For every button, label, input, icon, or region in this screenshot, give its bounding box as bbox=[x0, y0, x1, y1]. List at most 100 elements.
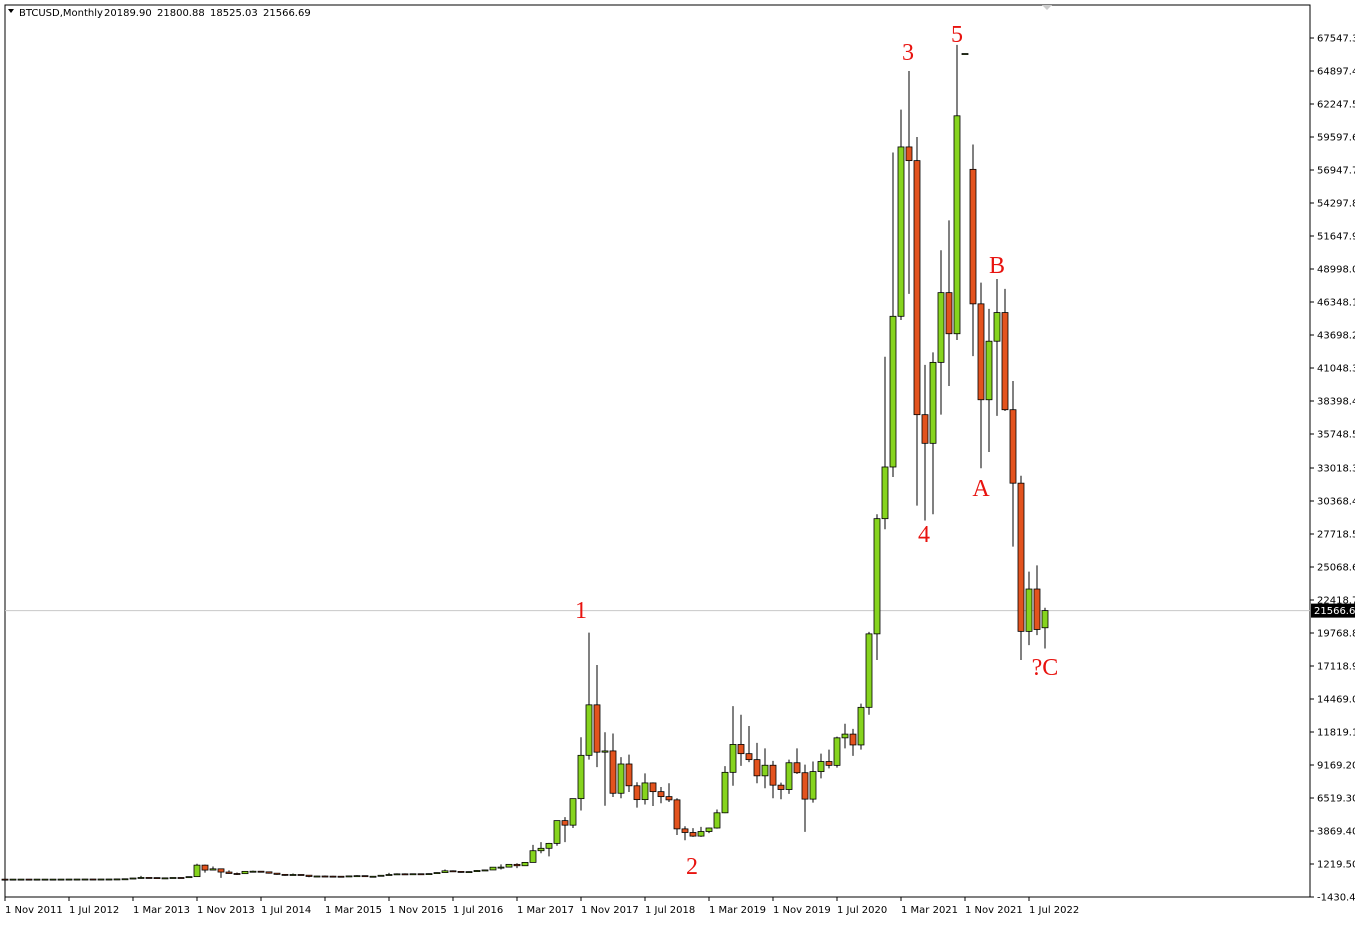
candle-body bbox=[809, 771, 817, 800]
candle-body bbox=[289, 874, 297, 876]
candle-body bbox=[865, 633, 873, 708]
candle-body bbox=[585, 704, 593, 756]
candle-body bbox=[465, 871, 473, 874]
wave-label: ?C bbox=[1032, 655, 1059, 681]
candle-body bbox=[913, 160, 921, 416]
candle-body bbox=[369, 875, 377, 878]
candle-body bbox=[89, 878, 97, 881]
candle-body bbox=[841, 733, 849, 739]
y-tick-label: 48998.00 bbox=[1317, 265, 1355, 276]
x-tick-label: 1 Jul 2018 bbox=[645, 905, 695, 916]
candle-body bbox=[201, 864, 209, 871]
candle-body bbox=[745, 753, 753, 761]
candle-body bbox=[145, 877, 153, 879]
candle-body bbox=[185, 876, 193, 879]
candle-body bbox=[57, 878, 65, 881]
candle-body bbox=[449, 870, 457, 873]
candle-body bbox=[337, 875, 345, 878]
candle-body bbox=[729, 744, 737, 773]
y-tick-label: 30368.40 bbox=[1317, 497, 1355, 508]
candle-body bbox=[137, 877, 145, 879]
y-tick-label: 14469.00 bbox=[1317, 695, 1355, 706]
candle-body bbox=[81, 878, 89, 881]
price-label-box bbox=[1311, 603, 1355, 618]
candle-body bbox=[977, 303, 985, 401]
shift-marker bbox=[1042, 5, 1052, 10]
candle-body bbox=[457, 871, 465, 873]
candle-body bbox=[785, 762, 793, 790]
candle-body bbox=[793, 762, 801, 774]
candle-body bbox=[393, 873, 401, 876]
ohlc-value: 21566.69 bbox=[263, 8, 311, 19]
candle-body bbox=[65, 878, 73, 881]
candle-body bbox=[521, 861, 529, 867]
candle-body bbox=[1025, 588, 1033, 632]
wave-label: 1 bbox=[575, 598, 587, 624]
y-tick-label: 25068.60 bbox=[1317, 563, 1355, 574]
candle-body bbox=[105, 878, 113, 881]
x-tick-label: 1 Nov 2017 bbox=[581, 905, 639, 916]
candle-body bbox=[113, 878, 121, 881]
x-tick-label: 1 Jul 2022 bbox=[1029, 905, 1079, 916]
y-tick-label: 19768.80 bbox=[1317, 629, 1355, 640]
y-tick-label: 64897.40 bbox=[1317, 67, 1355, 78]
candle-body bbox=[33, 878, 41, 881]
candle-body bbox=[473, 870, 481, 873]
candle-body bbox=[641, 782, 649, 801]
candle-body bbox=[945, 292, 953, 335]
x-tick-label: 1 Jul 2012 bbox=[69, 905, 119, 916]
candle-body bbox=[433, 872, 441, 875]
candle-body bbox=[857, 706, 865, 746]
y-tick-label: 51647.90 bbox=[1317, 232, 1355, 243]
candle-body bbox=[1017, 482, 1025, 632]
wave-label: A bbox=[972, 476, 990, 502]
x-tick-label: 1 Mar 2013 bbox=[133, 905, 190, 916]
candle-body bbox=[497, 866, 505, 869]
y-tick-label: 17118.90 bbox=[1317, 662, 1355, 673]
wave-label: 3 bbox=[902, 40, 914, 66]
x-tick-label: 1 Nov 2019 bbox=[773, 905, 831, 916]
candle-body bbox=[937, 292, 945, 363]
candle-body bbox=[513, 863, 521, 867]
candle-body bbox=[305, 874, 313, 877]
candle-body bbox=[161, 877, 169, 880]
x-tick-label: 1 Nov 2011 bbox=[5, 905, 63, 916]
candle-body bbox=[257, 870, 265, 873]
y-tick-label: 46348.10 bbox=[1317, 298, 1355, 309]
candle-body bbox=[801, 772, 809, 800]
wave-label: 5 bbox=[951, 22, 963, 48]
candle-body bbox=[737, 744, 745, 755]
candle-body bbox=[401, 873, 409, 876]
y-tick-label: 56947.70 bbox=[1317, 166, 1355, 177]
candle-body bbox=[657, 791, 665, 798]
candle-body bbox=[217, 868, 225, 873]
ohlc-value: 21800.88 bbox=[157, 8, 205, 19]
y-tick-label: 35748.50 bbox=[1317, 430, 1355, 441]
candle-body bbox=[345, 875, 353, 878]
candle-body bbox=[281, 873, 289, 876]
candle-body bbox=[425, 873, 433, 876]
chart-title: BTCUSD,Monthly bbox=[19, 8, 103, 19]
candle-body bbox=[777, 784, 785, 790]
candle-body bbox=[25, 878, 33, 881]
candle-body bbox=[385, 874, 393, 876]
candle-body bbox=[409, 873, 417, 876]
y-tick-label: 33018.30 bbox=[1317, 464, 1355, 475]
menu-arrow[interactable] bbox=[8, 9, 14, 13]
x-tick-label: 1 Nov 2013 bbox=[197, 905, 255, 916]
candle-body bbox=[633, 785, 641, 801]
x-tick-label: 1 Nov 2015 bbox=[389, 905, 447, 916]
x-tick-label: 1 Jul 2020 bbox=[837, 905, 887, 916]
candle-body bbox=[889, 315, 897, 468]
candle-body bbox=[417, 873, 425, 876]
candle-body bbox=[225, 871, 233, 874]
candle-body bbox=[481, 869, 489, 872]
candle-body bbox=[233, 873, 241, 875]
candle-body bbox=[169, 877, 177, 879]
candle-body bbox=[625, 763, 633, 787]
candle-body bbox=[97, 878, 105, 881]
candle-body bbox=[313, 875, 321, 878]
candle-body bbox=[753, 759, 761, 777]
candle-body bbox=[329, 875, 337, 878]
